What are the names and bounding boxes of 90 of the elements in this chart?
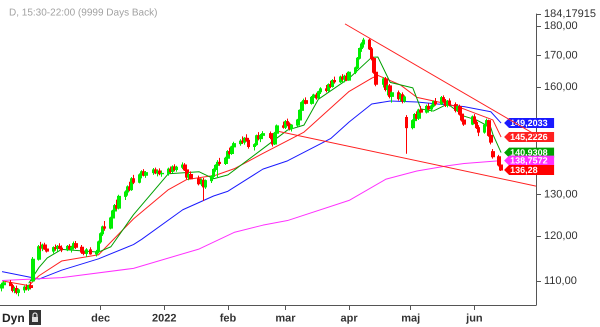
data-label: 145,2226: [510, 132, 548, 142]
x-tick-label: jun: [465, 312, 483, 324]
x-tick-label: feb: [220, 312, 236, 324]
y-tick-label: 184,17915: [544, 8, 596, 20]
candlestick: [255, 134, 258, 146]
candlestick: [491, 148, 495, 160]
candlestick: [89, 246, 92, 256]
candlestick: [325, 84, 328, 93]
candlestick: [405, 114, 408, 154]
text: Dyn: [2, 310, 25, 324]
candlestick: [60, 244, 63, 253]
candlestick: [117, 194, 121, 210]
chart-title: D, 15:30-22:00 (9999 Days Back): [9, 8, 158, 18]
candlestick: [202, 177, 205, 202]
y-tick-label: 160,00: [544, 80, 578, 93]
candlestick: [173, 164, 176, 172]
candlestick: [132, 174, 135, 185]
candlestick: [138, 172, 141, 184]
candlestick: [401, 92, 404, 104]
candlestick: [247, 137, 250, 150]
candlestick: [290, 124, 293, 132]
candlestick: [56, 244, 59, 252]
candlestick: [390, 90, 394, 104]
candlestick: [419, 106, 423, 114]
candlestick: [204, 178, 207, 190]
candlestick: [284, 119, 287, 130]
candlestick: [310, 96, 314, 106]
data-label: 140,9308: [510, 148, 548, 158]
x-tick-label: 2022: [152, 312, 177, 324]
candlestick: [167, 167, 170, 176]
candlestick: [126, 184, 129, 196]
candlestick: [29, 281, 33, 290]
y-tick-label: 110,00: [544, 274, 577, 287]
y-tick-label: 170,00: [544, 49, 578, 62]
candlestick: [124, 190, 127, 201]
candlestick: [128, 181, 131, 192]
candlestick: [197, 175, 201, 186]
candlestick: [473, 114, 476, 125]
candlestick: [11, 283, 14, 293]
candlestick: [497, 154, 501, 167]
candlestick: [239, 138, 242, 146]
data-label: 138,7572: [510, 156, 548, 166]
candlestick: [329, 80, 332, 89]
annotation: 136,28: [510, 164, 538, 175]
candlestick: [442, 94, 445, 104]
candlestick: [17, 288, 20, 297]
candlestick: [31, 256, 35, 282]
y-tick-label: 180,00: [544, 20, 578, 32]
candlestick: [241, 136, 244, 144]
candlestick: [403, 94, 406, 104]
candlestick: [218, 157, 221, 166]
candlestick: [331, 78, 334, 88]
candlestick: [216, 160, 219, 178]
candlestick: [54, 244, 57, 252]
candlestick: [286, 118, 289, 127]
candlestick: [130, 176, 133, 192]
candlestick: [430, 104, 433, 112]
candlestick: [448, 98, 451, 107]
candlestick: [2, 280, 6, 288]
candlestick: [23, 285, 26, 294]
candlestick: [160, 170, 164, 178]
candlestick: [189, 170, 193, 180]
candlestick: [144, 170, 148, 178]
candlestick: [333, 76, 336, 84]
y-tick-label: 130,00: [544, 188, 578, 200]
y-tick-label: 120,00: [544, 230, 578, 242]
candlestick: [74, 240, 78, 250]
x-tick-label: apr: [340, 312, 358, 324]
x-tick-label: dec: [91, 312, 110, 324]
x-tick-label: mar: [275, 312, 296, 324]
candlestick: [85, 248, 88, 258]
candlestick: [282, 121, 285, 130]
candlestick: [230, 145, 234, 156]
candlestick: [362, 37, 365, 48]
candlestick: [327, 82, 330, 92]
x-tick-label: maj: [401, 312, 420, 324]
candlestick: [434, 98, 437, 106]
candlestick: [25, 284, 28, 291]
candlestick: [52, 246, 55, 254]
candlestick: [15, 285, 18, 295]
candlestick: [169, 166, 172, 174]
candlestick: [175, 165, 178, 172]
candlestick: [347, 70, 351, 82]
candlestick: [103, 220, 106, 232]
candlestick: [317, 90, 320, 100]
candlestick: [13, 286, 16, 294]
line-series: [2, 100, 502, 280]
candlestick: [304, 96, 308, 105]
candlestick: [312, 93, 316, 100]
candlestick: [58, 242, 61, 250]
